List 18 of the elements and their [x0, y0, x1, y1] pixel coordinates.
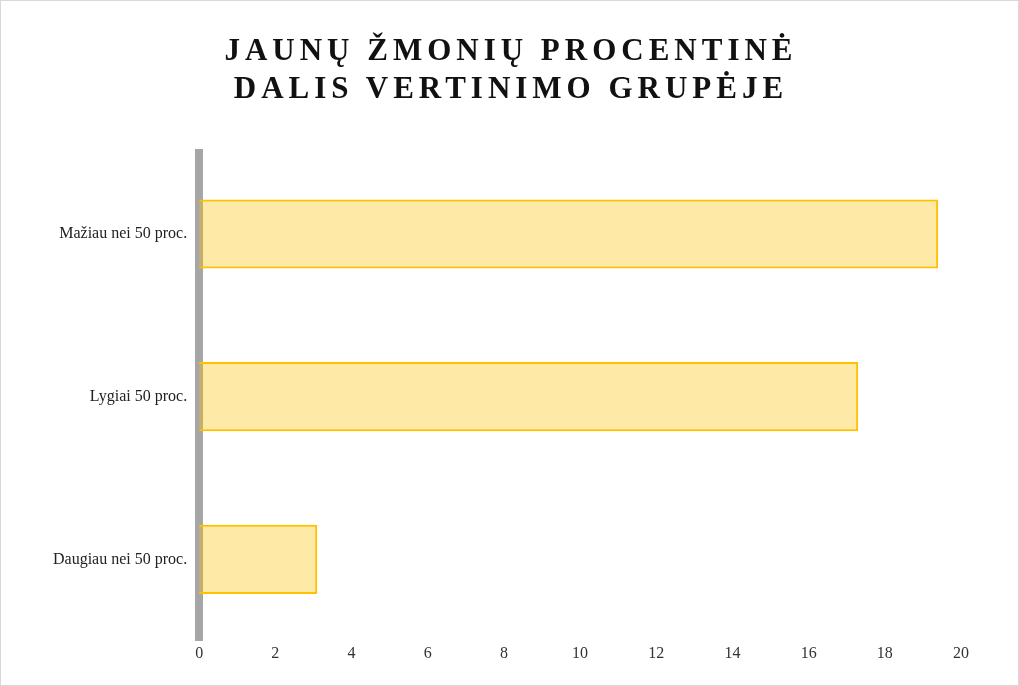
- x-tick-label: 6: [423, 643, 432, 661]
- x-tick-label: 4: [347, 643, 356, 661]
- y-tick-label: Daugiau nei 50 proc.: [52, 549, 188, 568]
- x-tick-label: 12: [648, 643, 665, 661]
- chart-title: JAUNŲ ŽMONIŲ PROCENTINĖ DALIS VERTINIMO GRUPĖJE: [223, 31, 799, 107]
- bar: [199, 199, 939, 269]
- x-tick-label: 18: [876, 643, 893, 661]
- x-tick-label: 16: [800, 643, 817, 661]
- bar: [199, 524, 318, 595]
- x-tick-label: 0: [195, 643, 204, 661]
- x-tick-label: 2: [271, 643, 280, 661]
- x-tick-label: 14: [724, 643, 741, 661]
- x-tick-label: 8: [499, 643, 508, 661]
- x-tick-label: 20: [953, 643, 969, 661]
- bar: [199, 362, 859, 432]
- x-tick-label: 10: [572, 643, 589, 661]
- y-tick-label: Lygiai 50 proc.: [89, 386, 188, 405]
- y-tick-label: Mažiau nei 50 proc.: [59, 224, 188, 243]
